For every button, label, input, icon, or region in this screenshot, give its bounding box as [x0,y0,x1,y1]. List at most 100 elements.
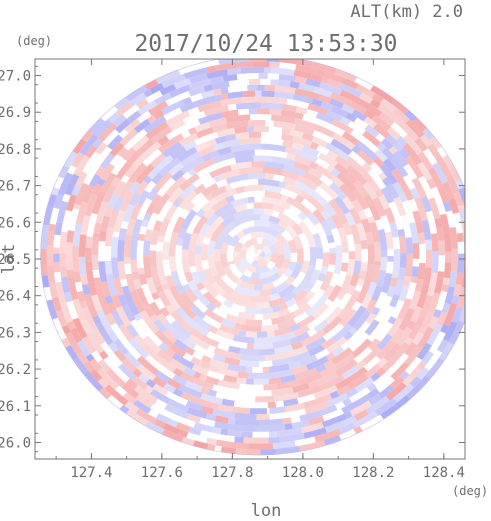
echo-cell [235,241,244,249]
echo-cell [220,87,229,95]
echo-cell [259,418,283,426]
echo-cell [298,82,316,93]
echo-cell [190,328,204,340]
echo-cell [146,100,158,110]
echo-cell [107,192,120,209]
echo-cell [93,222,102,234]
echo-cell [260,306,274,315]
echo-cell [256,437,269,444]
y-tick-label: 26.6 [0,215,31,231]
echo-cell [393,196,407,217]
echo-cell [107,134,123,151]
echo-cell [245,330,257,338]
echo-cell [213,274,224,285]
echo-cell [240,244,249,252]
echo-cell [165,304,176,314]
echo-cell [243,143,262,151]
echo-cell [214,94,223,102]
echo-cell [232,208,255,220]
echo-cell [245,264,257,273]
echo-cell [374,188,384,198]
echo-cell [210,281,226,297]
echo-cell [427,143,441,158]
echo-cell [425,239,433,250]
echo-cell [341,240,349,253]
echo-cell [130,259,138,272]
echo-cell [114,119,131,134]
echo-cell [154,419,166,429]
echo-cell [200,355,212,364]
echo-cell [269,406,286,414]
echo-cell [74,182,89,206]
echo-cell [234,322,242,330]
echo-cell [83,361,95,373]
echo-cell [125,218,137,236]
echo-cell [344,98,368,115]
echo-cell [73,270,82,283]
echo-cell [178,133,199,147]
echo-cell [360,262,368,272]
echo-cell [179,99,203,113]
echo-cell [234,278,243,286]
echo-cell [319,219,333,237]
echo-cell [135,287,148,304]
echo-cell [238,280,255,291]
echo-cell [417,151,434,171]
echo-cell [128,181,141,194]
echo-cell [145,378,157,389]
echo-cell [184,271,194,283]
echo-cell [383,108,407,129]
echo-cell [129,202,143,221]
echo-cell [192,314,212,331]
echo-cell [263,208,274,216]
echo-cell [212,408,236,419]
echo-cell [379,163,398,185]
echo-cell [448,198,460,214]
echo-cell [53,247,60,254]
echo-cell [254,125,269,133]
echo-cell [274,254,285,269]
echo-cell [381,177,392,187]
echo-cell [195,282,205,291]
echo-cell [239,249,247,260]
echo-cell [331,374,345,386]
echo-cell [207,138,218,147]
echo-cell [190,271,202,285]
echo-cell [164,347,176,358]
echo-cell [173,78,192,90]
echo-cell [451,306,463,324]
echo-cell [280,109,304,120]
echo-cell [224,356,241,366]
echo-cell [136,355,159,375]
echo-cell [450,248,459,272]
echo-cell [153,220,163,232]
echo-cell [53,193,64,210]
echo-cell [143,256,151,273]
echo-cell [110,236,119,258]
echo-cell [76,290,86,303]
echo-cell [334,147,351,162]
echo-cell [248,372,274,379]
echo-cell [389,293,400,308]
echo-cell [72,357,89,375]
echo-cell [197,112,223,125]
echo-cell [66,269,74,278]
echo-cell [261,238,267,245]
echo-cell [455,272,464,286]
echo-cell [212,142,226,152]
echo-cell [263,232,279,245]
echo-cell [169,145,187,160]
echo-cell [402,134,423,155]
echo-cell [175,283,186,295]
echo-cell [383,158,397,172]
echo-cell [227,345,241,354]
echo-cell [395,326,413,347]
echo-cell [95,201,109,224]
echo-cell [91,255,99,271]
echo-cell [248,131,262,139]
echo-cell [331,105,349,118]
echo-cell [386,183,400,200]
echo-cell [316,246,324,260]
echo-cell [253,249,259,256]
echo-cell [275,281,289,293]
